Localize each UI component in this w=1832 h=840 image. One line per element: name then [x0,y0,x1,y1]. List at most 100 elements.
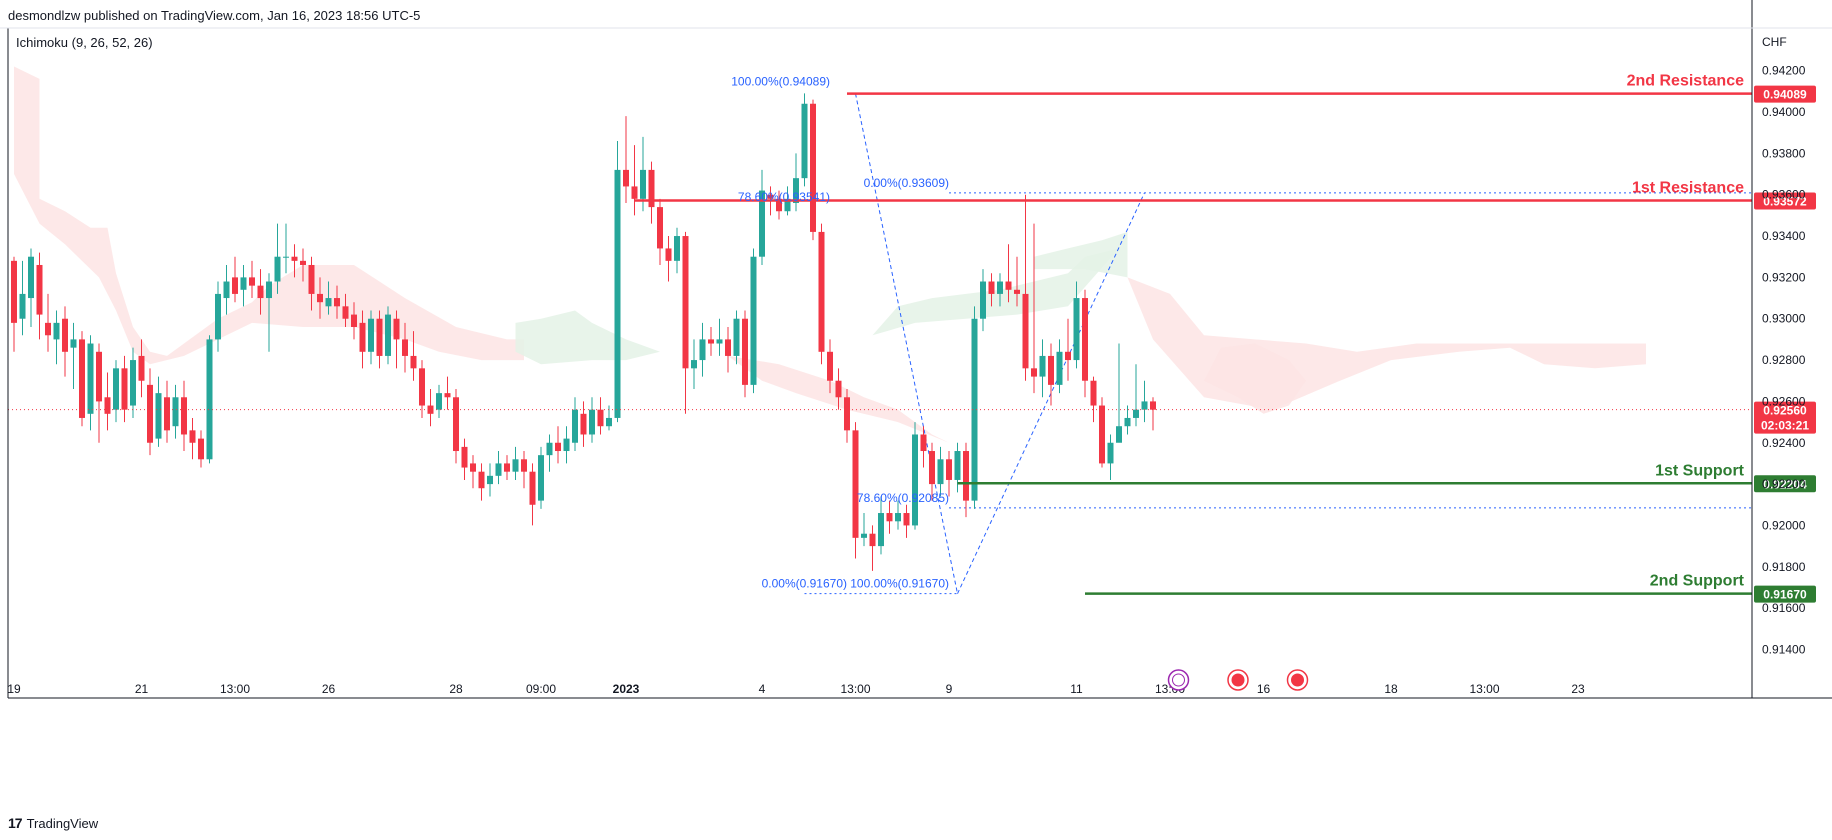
candle-body [504,463,510,472]
candle-body [300,260,306,265]
candle-body [62,318,68,352]
x-tick-label: 09:00 [526,682,556,696]
candle-body [835,380,842,398]
candle-body [325,298,332,307]
fib-trend-up [957,192,1145,594]
indicator-legend[interactable]: Ichimoku (9, 26, 52, 26) [16,35,153,50]
candle-body [138,355,145,381]
price-tag-text: 0.94089 [1763,88,1807,102]
candle-body [937,459,944,485]
candle-body [79,339,85,418]
candle-body [1039,355,1046,377]
candle-body [28,256,34,299]
candle-body [521,459,527,472]
axes: 0.91400 0.91600 0.91800 0.92000 0.92200 0.924… [0,0,1832,699]
fib-label: 0.00%(0.91670) [762,577,847,591]
candle-body [1141,401,1148,410]
candle-body [487,475,493,485]
candle-body [155,393,162,439]
y-tick-label: 0.92800 [1762,353,1806,367]
candle-body [223,281,230,299]
candle-body [308,264,315,294]
candle-body [886,513,893,522]
publisher-line: desmondlzw published on TradingView.com,… [8,8,421,23]
candle-body [274,256,281,282]
x-tick-label: 23 [1571,682,1585,696]
y-tick-label: 0.94000 [1762,105,1806,119]
candle-body [699,339,706,361]
candle-body [1022,293,1029,369]
x-tick-label: 26 [322,682,336,696]
candle-body [385,314,391,356]
candle-body [708,339,714,344]
current-price-text: 0.92560 [1763,404,1807,418]
candle-body [164,397,170,431]
brand-name: TradingView [26,815,99,831]
price-tag [1754,85,1816,103]
candle-body [427,405,434,414]
candle-body [912,434,918,526]
candle-body [903,513,910,526]
candle-body [606,417,612,427]
candle-body [631,186,638,199]
candle-body [1005,281,1012,290]
candle-body [147,384,153,443]
cloud-segment [872,248,1119,336]
x-tick-label: 18 [1384,682,1398,696]
level-label: 1st Resistance [1632,179,1744,196]
level-label: 1st Support [1655,462,1745,479]
candle-body [725,339,731,356]
candle-body [793,178,799,203]
candle-body [249,277,255,286]
cloud-segment [515,310,660,365]
candle-body [410,355,417,369]
candle-body [682,236,689,369]
candle-body [971,318,978,501]
candle-body [1124,417,1131,427]
x-tick-label: 13:00 [1469,682,1499,696]
candle-body [11,260,17,323]
price-tag [1754,475,1816,493]
x-tick-label: 21 [135,682,149,696]
tradingview-brand[interactable]: 17 TradingView [8,815,98,831]
price-tag [1754,192,1816,210]
candle-body [827,351,833,381]
candle-body [419,368,425,406]
candle-body [920,434,927,452]
x-tick-label: 13:00 [220,682,250,696]
candle-body [597,409,604,427]
candle-body [810,103,816,232]
candle-body [368,318,374,352]
x-tick-label: 2023 [613,682,640,696]
candle-body [861,533,867,538]
y-tick-label: 0.92400 [1762,436,1806,450]
y-tick-label: 0.93400 [1762,229,1806,243]
countdown-text: 02:03:21 [1761,419,1809,433]
fib-label: 100.00%(0.91670) [850,577,949,591]
currency-label: CHF [1762,35,1787,49]
candle-body [461,446,468,468]
tradingview-logo-icon: 17 [8,815,23,831]
flag-icon-inner [1231,673,1245,687]
candle-body [232,277,238,294]
x-tick-label: 11 [1070,682,1083,696]
price-tag [1754,585,1816,603]
candle-body [623,169,629,187]
candle-body [283,256,289,258]
y-tick-label: 0.93800 [1762,146,1806,160]
y-tick-label: 0.94200 [1762,64,1806,78]
candle-body [87,343,94,414]
candle-body [470,463,476,472]
candle-body [852,430,859,538]
candle-body [453,397,459,452]
fibonacci-lines [804,93,1752,595]
candle-body [1056,351,1063,385]
candle-body [929,451,935,485]
candle-body [189,430,196,443]
event-markers[interactable] [1167,669,1309,691]
candle-body [1014,289,1020,294]
candle-body [997,281,1003,294]
support-resistance-levels: 2nd Resistance 0.94089 1st Resistance 0.935… [8,73,1816,603]
x-tick-label: 28 [449,682,463,696]
